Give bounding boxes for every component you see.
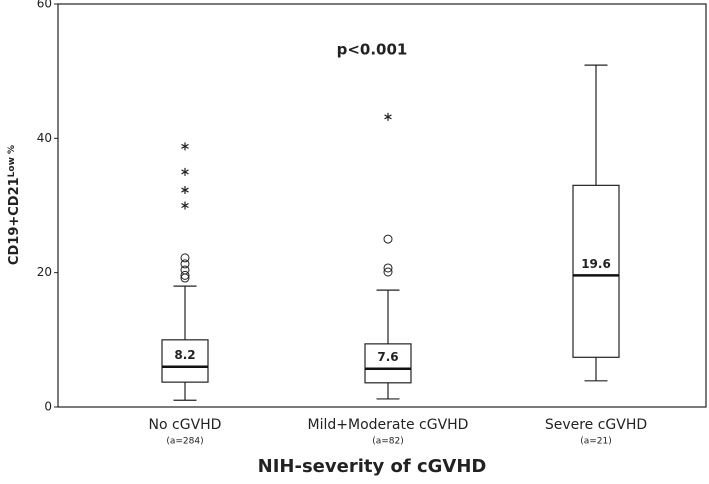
outlier-star <box>384 112 392 121</box>
box-label: 7.6 <box>377 350 398 364</box>
box <box>364 343 412 384</box>
outlier-circle <box>383 234 393 244</box>
n-label: (a=284) <box>166 437 203 447</box>
y-tick-label: 20 <box>37 265 52 279</box>
annotation: p<0.001 <box>337 41 408 59</box>
y-tick-label: 40 <box>37 131 52 145</box>
outlier-star <box>181 142 189 151</box>
x-tick-label: No cGVHD <box>149 417 222 433</box>
x-axis-label: NIH-severity of cGVHD <box>258 456 487 477</box>
y-axis-label-main: CD19+CD21 <box>7 177 22 265</box>
plot-frame <box>57 3 707 408</box>
outlier-star <box>181 167 189 176</box>
box-label: 19.6 <box>581 257 611 271</box>
outlier-circle <box>383 263 393 273</box>
outlier-circle <box>180 259 190 269</box>
x-tick-label: Severe cGVHD <box>545 417 647 433</box>
outlier-circle <box>180 270 190 280</box>
y-tick-label: 60 <box>37 0 52 11</box>
n-label: (a=82) <box>372 437 404 447</box>
box-label: 8.2 <box>174 348 195 362</box>
n-label: (a=21) <box>580 437 612 447</box>
y-tick-label: 0 <box>44 400 52 414</box>
outlier-star <box>181 201 189 210</box>
outlier-star <box>181 186 189 195</box>
outlier-circle <box>180 265 190 275</box>
outlier-circle <box>383 267 393 277</box>
box <box>161 339 209 383</box>
y-axis-label: CD19+CD21Low % <box>7 145 22 265</box>
box <box>572 184 620 358</box>
y-axis-label-small: Low % <box>7 145 17 177</box>
x-tick-label: Mild+Moderate cGVHD <box>308 417 469 433</box>
outlier-circle <box>180 253 190 263</box>
